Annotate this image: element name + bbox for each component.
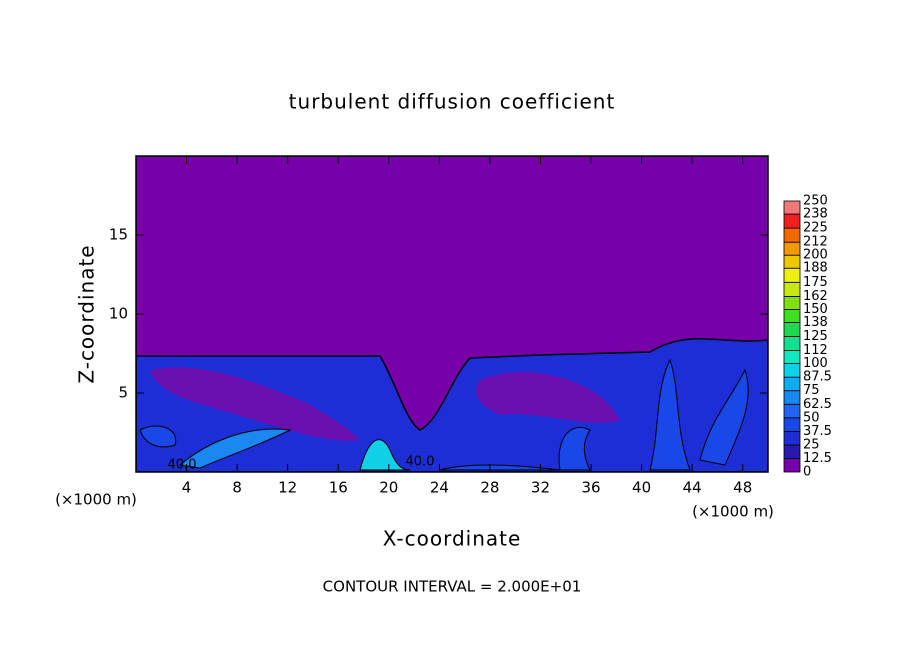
colorbar-box — [783, 227, 801, 243]
colorbar-box — [783, 295, 801, 310]
x-tick-label: 48 — [733, 479, 752, 497]
x-tick-label: 20 — [379, 479, 398, 497]
colorbar-label: 250 — [803, 194, 828, 209]
x-tick-label: 4 — [182, 479, 192, 497]
colorbar-label: 200 — [803, 248, 828, 263]
colorbar-box — [783, 350, 801, 365]
colorbar-label: 0 — [803, 465, 811, 480]
y-tick-label: 10 — [109, 305, 128, 323]
x-unit-label: (×1000 m) — [55, 491, 137, 509]
field-streak — [476, 372, 620, 423]
colorbar-box — [783, 444, 801, 459]
x-tick-label: 40 — [632, 479, 651, 497]
x-axis-label: X-coordinate — [383, 527, 522, 551]
colorbar-box — [783, 241, 801, 256]
x-tick-label: 44 — [683, 479, 702, 497]
x-tick-label: 32 — [531, 479, 550, 497]
colorbar-label: 175 — [803, 275, 828, 290]
colorbar-box — [783, 200, 801, 215]
colorbar-box — [783, 322, 801, 337]
colorbar-label: 188 — [803, 261, 828, 276]
x-tick-label: 8 — [232, 479, 242, 497]
colorbar-label: 100 — [803, 356, 828, 371]
colorbar-label: 125 — [803, 329, 828, 344]
contour-label: 40.0 — [168, 458, 197, 473]
field-blob — [178, 428, 292, 469]
x-unit-label: (×1000 m) — [692, 503, 774, 521]
colorbar-label: 75 — [803, 383, 820, 398]
colorbar-label: 212 — [803, 235, 828, 250]
x-tick-label: 16 — [329, 479, 348, 497]
field-blob — [558, 427, 591, 471]
colorbar-label: 138 — [803, 315, 828, 330]
x-tick-label: 24 — [430, 479, 449, 497]
colorbar-box — [783, 417, 801, 432]
field-blob — [649, 358, 691, 471]
x-tick-label: 36 — [581, 479, 600, 497]
colorbar-box — [783, 376, 801, 392]
colorbar-label: 112 — [803, 343, 828, 358]
colorbar-label: 62.5 — [803, 397, 832, 412]
colorbar-box — [783, 403, 801, 419]
colorbar-box — [783, 213, 801, 229]
colorbar-box — [783, 308, 801, 323]
colorbar-label: 12.5 — [803, 451, 832, 466]
colorbar-box — [783, 430, 801, 446]
colorbar-box — [783, 390, 801, 405]
contour-label: 40.0 — [406, 455, 435, 470]
chart-title: turbulent diffusion coefficient — [289, 90, 616, 114]
colorbar-box — [783, 363, 801, 378]
field-streak — [150, 367, 360, 441]
x-tick-label: 28 — [480, 479, 499, 497]
y-axis-label: Z-coordinate — [75, 244, 99, 383]
field-blob — [139, 425, 177, 448]
field-blob — [699, 368, 749, 466]
colorbar-label: 162 — [803, 289, 828, 304]
colorbar-label: 238 — [803, 207, 828, 222]
contour-field — [136, 156, 768, 472]
colorbar-label: 25 — [803, 437, 820, 452]
colorbar-box — [783, 458, 801, 473]
colorbar-label: 225 — [803, 221, 828, 236]
colorbar-box — [783, 281, 801, 297]
field-blob — [439, 464, 561, 471]
colorbar-box — [783, 336, 801, 351]
colorbar-box — [783, 267, 801, 283]
colorbar-box — [783, 254, 801, 269]
colorbar-label: 50 — [803, 410, 820, 425]
y-tick-label: 15 — [109, 226, 128, 244]
y-tick-label: 5 — [118, 384, 128, 402]
field-blob — [359, 439, 411, 471]
colorbar-label: 87.5 — [803, 370, 832, 385]
x-tick-label: 12 — [278, 479, 297, 497]
colorbar-label: 150 — [803, 302, 828, 317]
field-band — [136, 338, 768, 472]
colorbar-label: 37.5 — [803, 424, 832, 439]
footer-note: CONTOUR INTERVAL = 2.000E+01 — [323, 578, 582, 596]
